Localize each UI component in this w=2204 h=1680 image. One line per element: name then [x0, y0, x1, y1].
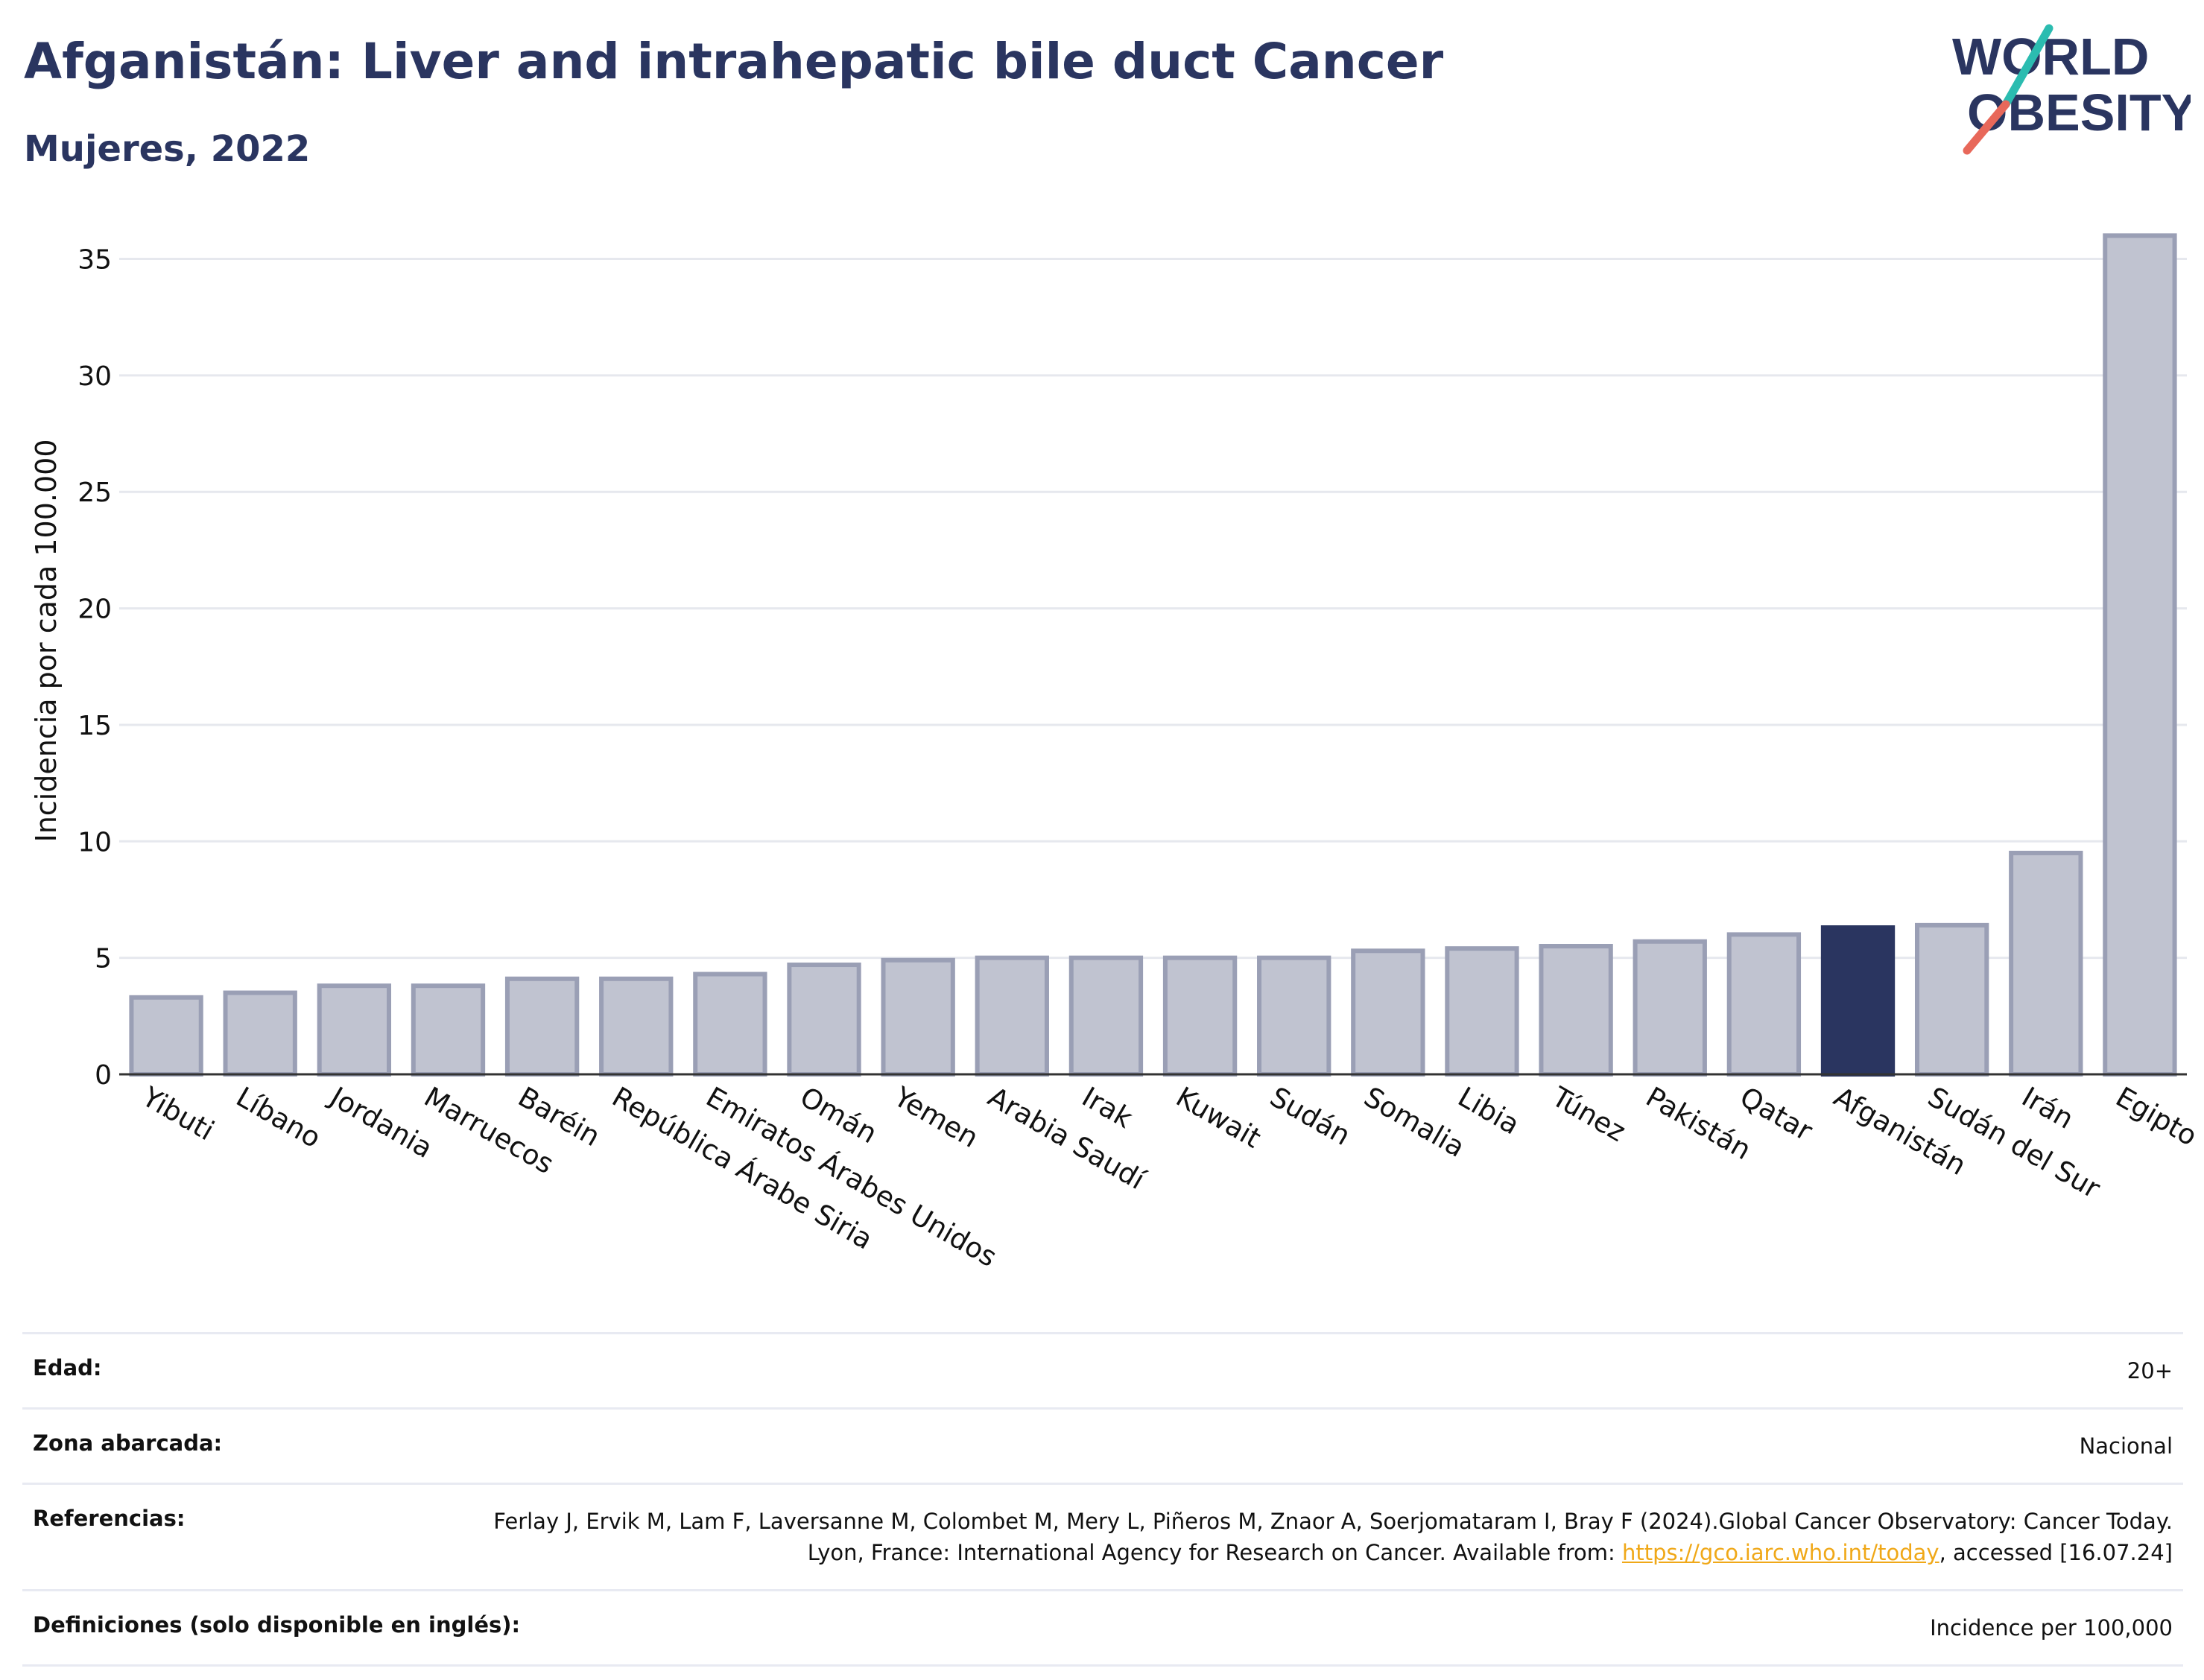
bar-sudán[interactable]	[1257, 955, 1331, 1077]
x-tick-label: Egipto	[2110, 1081, 2203, 1153]
info-row-references: Referencias: Ferlay J, Ervik M, Lam F, L…	[22, 1483, 2183, 1589]
references-link[interactable]: https://gco.iarc.who.int/today	[1621, 1540, 1939, 1565]
y-tick-label: 20	[77, 595, 112, 625]
bar-república-árabe-siria[interactable]	[599, 976, 674, 1077]
x-tick-label: Sudán	[1264, 1081, 1355, 1153]
y-axis-label: Incidencia por cada 100.000	[30, 439, 63, 842]
bar-irak[interactable]	[1068, 955, 1144, 1077]
y-tick-label: 10	[77, 827, 112, 858]
y-tick-label: 5	[95, 944, 112, 974]
y-tick-label: 25	[77, 478, 112, 508]
x-tick-label: Jordania	[323, 1080, 438, 1165]
bar-yibuti[interactable]	[129, 995, 203, 1077]
info-row-definitions: Definiciones (solo disponible en inglés)…	[22, 1589, 2183, 1667]
coverage-value: Nacional	[2079, 1433, 2173, 1459]
bar-omán[interactable]	[787, 963, 861, 1077]
info-row-coverage: Zona abarcada: Nacional	[22, 1407, 2183, 1483]
x-tick-label: Pakistán	[1641, 1081, 1757, 1167]
bar-arabia-saudí[interactable]	[975, 955, 1049, 1077]
svg-text:WORLD: WORLD	[1952, 28, 2149, 86]
x-tick-label: Yibuti	[136, 1080, 220, 1147]
bar-qatar[interactable]	[1726, 932, 1802, 1077]
definitions-value: Incidence per 100,000	[1930, 1615, 2173, 1641]
y-tick-label: 35	[77, 245, 112, 276]
x-tick-label: Yemen	[888, 1080, 984, 1154]
bar-marruecos[interactable]	[411, 983, 486, 1077]
x-tick-label: Somalia	[1358, 1081, 1470, 1164]
y-tick-label: 30	[77, 361, 112, 392]
page-title: Afganistán: Liver and intrahepatic bile …	[24, 33, 1444, 90]
bar-irán[interactable]	[2009, 850, 2083, 1077]
bar-jordania[interactable]	[317, 983, 392, 1077]
bar-sudán-del-sur[interactable]	[1914, 922, 1989, 1077]
x-tick-label: Irak	[1077, 1081, 1139, 1135]
x-tick-label: Kuwait	[1171, 1081, 1267, 1155]
bar-yemen[interactable]	[881, 957, 955, 1077]
coverage-label: Zona abarcada:	[33, 1430, 223, 1456]
svg-text:OBESITY: OBESITY	[1967, 83, 2191, 142]
bars	[129, 233, 2177, 1077]
bar-líbano[interactable]	[223, 990, 297, 1077]
bar-emiratos-árabes-unidos[interactable]	[693, 971, 767, 1077]
info-table: Edad: 20+ Zona abarcada: Nacional Refere…	[22, 1332, 2183, 1667]
x-tick-label: Túnez	[1546, 1080, 1631, 1148]
grid-lines	[119, 258, 2187, 960]
y-tick-label: 15	[77, 711, 112, 741]
bar-somalia[interactable]	[1351, 948, 1425, 1077]
definitions-label: Definiciones (solo disponible en inglés)…	[33, 1612, 521, 1638]
references-text: Ferlay J, Ervik M, Lam F, Laversanne M, …	[493, 1509, 2173, 1565]
bar-pakistán[interactable]	[1633, 939, 1707, 1077]
y-axis-ticks: 0 5 10 15 20 25 30 35	[77, 245, 112, 1091]
bar-chart: 0 5 10 15 20 25 30 35 Yibuti LíbanoJordaniaMarru…	[30, 233, 2203, 1273]
y-tick-label: 0	[95, 1060, 112, 1091]
bar-afganistán[interactable]	[1820, 925, 1896, 1077]
page-subtitle: Mujeres, 2022	[24, 128, 311, 170]
x-tick-label: Irán	[2016, 1081, 2079, 1135]
bar-túnez[interactable]	[1539, 944, 1613, 1077]
references-label: Referencias:	[33, 1506, 186, 1531]
age-label: Edad:	[33, 1355, 102, 1381]
references-accessed: , accessed [16.07.24]	[1939, 1540, 2173, 1565]
bar-kuwait[interactable]	[1162, 955, 1238, 1077]
info-row-age: Edad: 20+	[22, 1332, 2183, 1407]
age-value: 20+	[2127, 1358, 2173, 1383]
bar-libia[interactable]	[1445, 946, 1519, 1077]
x-tick-label: Arabia Saudí	[983, 1081, 1151, 1196]
world-obesity-logo: WORLD OBESITY	[1952, 24, 2191, 155]
bar-egipto[interactable]	[2103, 233, 2177, 1077]
bar-baréin[interactable]	[504, 976, 580, 1077]
references-value: Ferlay J, Ervik M, Lam F, Laversanne M, …	[459, 1506, 2173, 1568]
x-tick-label: Líbano	[231, 1081, 326, 1155]
